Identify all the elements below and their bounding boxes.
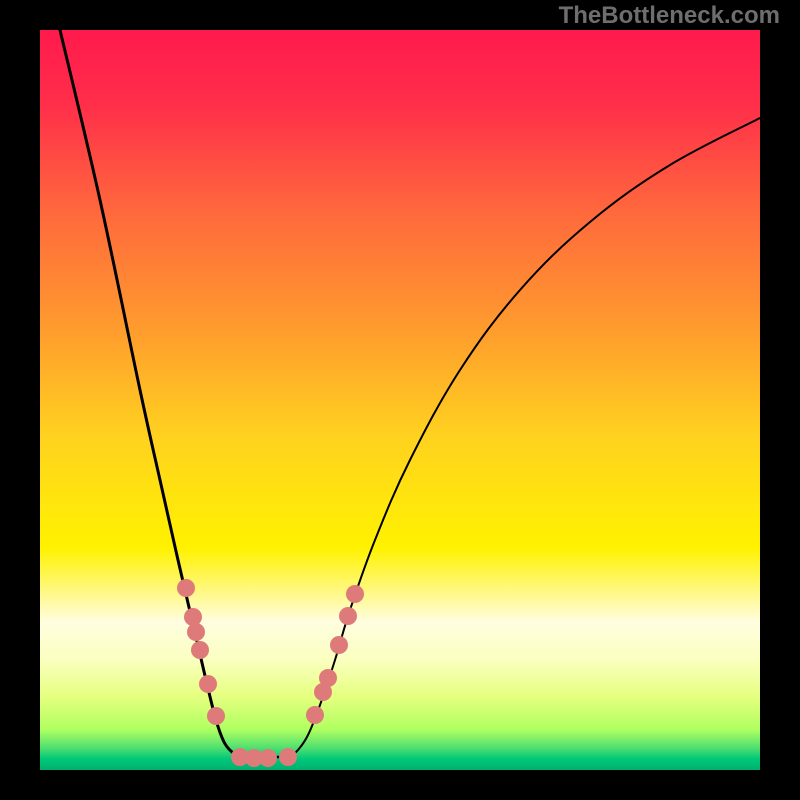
- data-marker: [346, 585, 364, 603]
- data-marker: [199, 675, 217, 693]
- data-marker: [330, 636, 348, 654]
- plot-area: [40, 30, 760, 770]
- data-marker: [187, 623, 205, 641]
- data-marker: [259, 749, 277, 767]
- curve-left-branch: [60, 30, 240, 757]
- data-marker: [319, 669, 337, 687]
- curve-right-branch: [290, 118, 760, 757]
- data-marker: [306, 706, 324, 724]
- data-marker: [177, 579, 195, 597]
- data-marker: [207, 707, 225, 725]
- data-marker: [184, 608, 202, 626]
- data-marker: [339, 607, 357, 625]
- data-marker: [279, 748, 297, 766]
- chart-container: TheBottleneck.com: [0, 0, 800, 800]
- data-marker: [191, 641, 209, 659]
- curve-layer: [0, 0, 800, 800]
